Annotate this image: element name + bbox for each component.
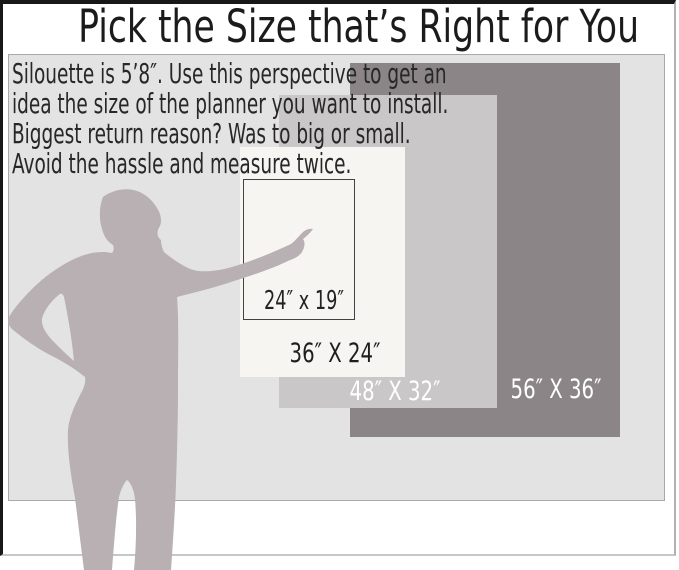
- description-text: Silouette is 5’8″. Use this perspective …: [12, 59, 448, 179]
- size-label-24x19: 24″ x 19″: [264, 286, 344, 316]
- description-line-2: idea the size of the planner you want to…: [12, 87, 449, 120]
- size-label-48x32: 48″ X 32″: [349, 376, 441, 407]
- size-label-56x36: 56″ X 36″: [510, 374, 602, 405]
- size-label-36x24: 36″ X 24″: [289, 338, 381, 369]
- description-line-4: Avoid the hassle and measure twice.: [12, 147, 352, 180]
- description-line-1: Silouette is 5’8″. Use this perspective …: [12, 57, 447, 90]
- page-title: Pick the Size that’s Right for You: [78, 0, 640, 53]
- size-rect-24x19-outline: [243, 179, 355, 320]
- person-silhouette: [8, 189, 313, 570]
- description-line-3: Biggest return reason? Was to big or sma…: [12, 117, 411, 150]
